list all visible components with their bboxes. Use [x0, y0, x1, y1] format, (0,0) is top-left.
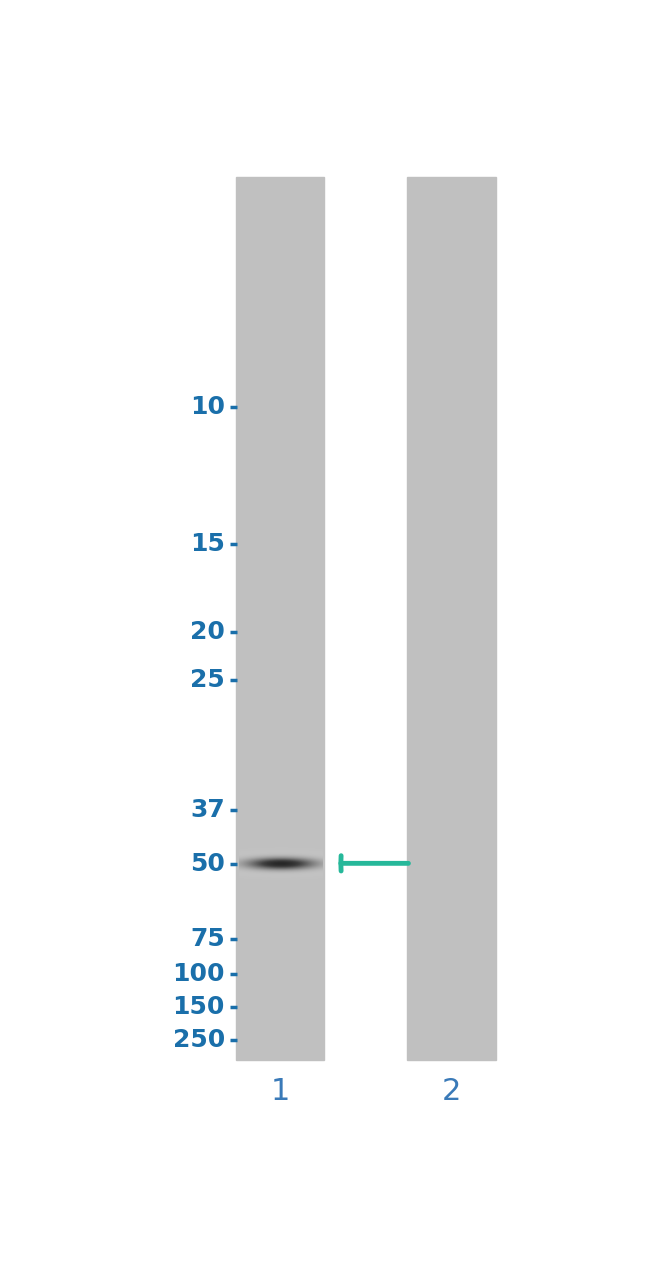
- Text: 50: 50: [190, 852, 225, 876]
- Text: 20: 20: [190, 620, 225, 644]
- Bar: [236, 177, 324, 1060]
- Text: 150: 150: [172, 996, 225, 1019]
- Text: 100: 100: [172, 961, 225, 986]
- Text: 75: 75: [190, 927, 225, 951]
- Text: 1: 1: [270, 1077, 290, 1106]
- Bar: [408, 177, 495, 1060]
- Text: 37: 37: [190, 798, 225, 822]
- Text: 25: 25: [190, 668, 225, 692]
- Text: 10: 10: [190, 395, 225, 419]
- Text: 2: 2: [442, 1077, 462, 1106]
- Text: 250: 250: [172, 1029, 225, 1053]
- Text: 15: 15: [190, 532, 225, 555]
